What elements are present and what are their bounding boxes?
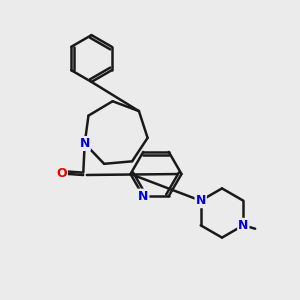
Text: N: N xyxy=(196,194,206,207)
Text: N: N xyxy=(80,137,90,150)
Text: N: N xyxy=(238,219,248,232)
Text: O: O xyxy=(56,167,67,180)
Text: N: N xyxy=(138,190,148,202)
